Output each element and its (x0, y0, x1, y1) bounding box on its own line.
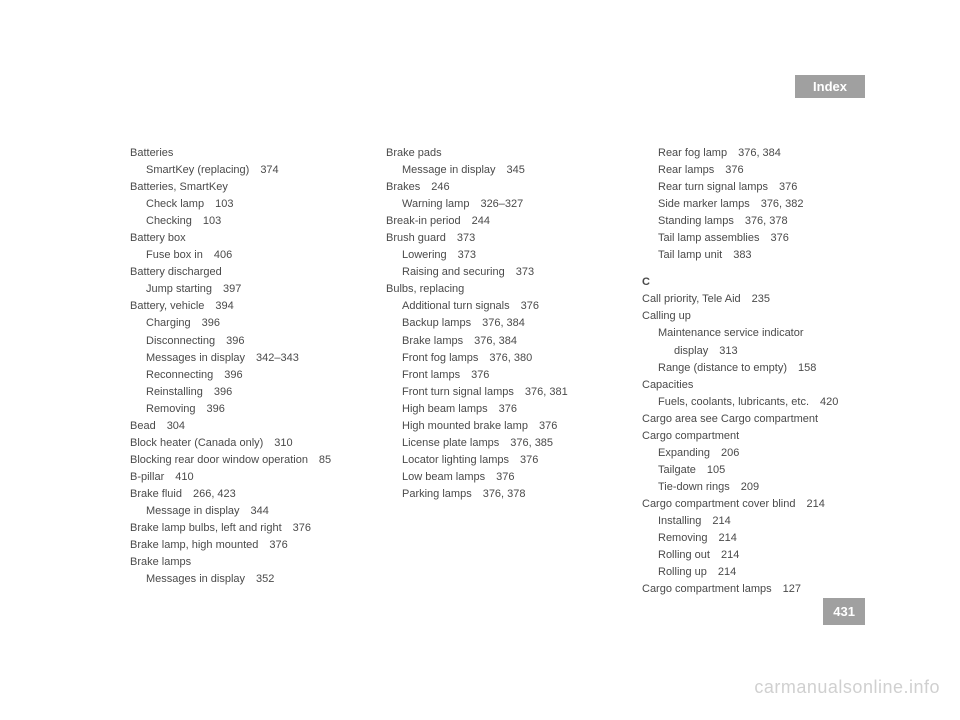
index-entry: Additional turn signals 376 (386, 298, 614, 315)
index-entry: Brake fluid 266, 423 (130, 486, 358, 503)
index-entry: Call priority, Tele Aid 235 (642, 291, 870, 308)
index-column-1: BatteriesSmartKey (replacing) 374Batteri… (130, 145, 358, 598)
index-entry: Reinstalling 396 (130, 384, 358, 401)
index-entry: Rolling up 214 (642, 564, 870, 581)
index-entry: Fuse box in 406 (130, 247, 358, 264)
index-entry: Battery box (130, 230, 358, 247)
index-entry: Break-in period 244 (386, 213, 614, 230)
index-entry: Bead 304 (130, 418, 358, 435)
index-entry: Jump starting 397 (130, 281, 358, 298)
index-entry: Cargo compartment (642, 428, 870, 445)
index-column-3: Rear fog lamp 376, 384Rear lamps 376Rear… (642, 145, 870, 598)
index-entry: Front fog lamps 376, 380 (386, 350, 614, 367)
index-entry: High beam lamps 376 (386, 401, 614, 418)
index-entry: Low beam lamps 376 (386, 469, 614, 486)
index-entry: Warning lamp 326–327 (386, 196, 614, 213)
index-entry: Rear turn signal lamps 376 (642, 179, 870, 196)
index-entry: Message in display 344 (130, 503, 358, 520)
index-entry: High mounted brake lamp 376 (386, 418, 614, 435)
index-entry: Charging 396 (130, 315, 358, 332)
index-entry: Blocking rear door window operation 85 (130, 452, 358, 469)
index-entry: Block heater (Canada only) 310 (130, 435, 358, 452)
index-entry: Reconnecting 396 (130, 367, 358, 384)
index-entry: Brake pads (386, 145, 614, 162)
index-entry: Lowering 373 (386, 247, 614, 264)
index-entry: Front turn signal lamps 376, 381 (386, 384, 614, 401)
index-entry: Check lamp 103 (130, 196, 358, 213)
index-entry: Batteries, SmartKey (130, 179, 358, 196)
index-entry: Rear lamps 376 (642, 162, 870, 179)
index-entry: Raising and securing 373 (386, 264, 614, 281)
index-entry: Capacities (642, 377, 870, 394)
index-entry: Tie-down rings 209 (642, 479, 870, 496)
index-entry: Range (distance to empty) 158 (642, 360, 870, 377)
index-entry: Messages in display 342–343 (130, 350, 358, 367)
index-entry: Brake lamps 376, 384 (386, 333, 614, 350)
page-number-text: 431 (833, 604, 855, 619)
index-columns: BatteriesSmartKey (replacing) 374Batteri… (130, 145, 870, 598)
index-entry: Battery, vehicle 394 (130, 298, 358, 315)
index-entry: Standing lamps 376, 378 (642, 213, 870, 230)
index-entry: Removing 396 (130, 401, 358, 418)
index-entry: Rear fog lamp 376, 384 (642, 145, 870, 162)
watermark-text: carmanualsonline.info (754, 677, 940, 698)
index-entry: Tail lamp assemblies 376 (642, 230, 870, 247)
index-entry: Cargo compartment lamps 127 (642, 581, 870, 598)
index-entry: SmartKey (replacing) 374 (130, 162, 358, 179)
index-entry: Cargo compartment cover blind 214 (642, 496, 870, 513)
index-entry: B-pillar 410 (130, 469, 358, 486)
index-entry: Backup lamps 376, 384 (386, 315, 614, 332)
page-number-badge: 431 (823, 598, 865, 625)
index-entry: display 313 (642, 343, 870, 360)
index-entry: Front lamps 376 (386, 367, 614, 384)
index-entry: Bulbs, replacing (386, 281, 614, 298)
index-entry: Brake lamp bulbs, left and right 376 (130, 520, 358, 537)
index-entry: Removing 214 (642, 530, 870, 547)
index-entry: License plate lamps 376, 385 (386, 435, 614, 452)
index-entry: Rolling out 214 (642, 547, 870, 564)
index-entry: Battery discharged (130, 264, 358, 281)
index-entry: Messages in display 352 (130, 571, 358, 588)
index-entry: Parking lamps 376, 378 (386, 486, 614, 503)
index-entry: Brake lamp, high mounted 376 (130, 537, 358, 554)
index-entry: C (642, 274, 870, 291)
index-entry: Cargo area see Cargo compartment (642, 411, 870, 428)
index-header-text: Index (813, 79, 847, 94)
index-entry: Tailgate 105 (642, 462, 870, 479)
index-entry: Side marker lamps 376, 382 (642, 196, 870, 213)
index-entry: Brush guard 373 (386, 230, 614, 247)
index-entry: Fuels, coolants, lubricants, etc. 420 (642, 394, 870, 411)
index-entry: Brake lamps (130, 554, 358, 571)
index-entry: Brakes 246 (386, 179, 614, 196)
index-entry: Batteries (130, 145, 358, 162)
index-entry: Locator lighting lamps 376 (386, 452, 614, 469)
index-entry: Expanding 206 (642, 445, 870, 462)
index-entry: Installing 214 (642, 513, 870, 530)
index-entry: Tail lamp unit 383 (642, 247, 870, 264)
index-entry: Calling up (642, 308, 870, 325)
index-entry: Maintenance service indicator (642, 325, 870, 342)
index-entry: Disconnecting 396 (130, 333, 358, 350)
index-entry: Checking 103 (130, 213, 358, 230)
index-header-tab: Index (795, 75, 865, 98)
index-column-2: Brake padsMessage in display 345Brakes 2… (386, 145, 614, 598)
index-entry: Message in display 345 (386, 162, 614, 179)
